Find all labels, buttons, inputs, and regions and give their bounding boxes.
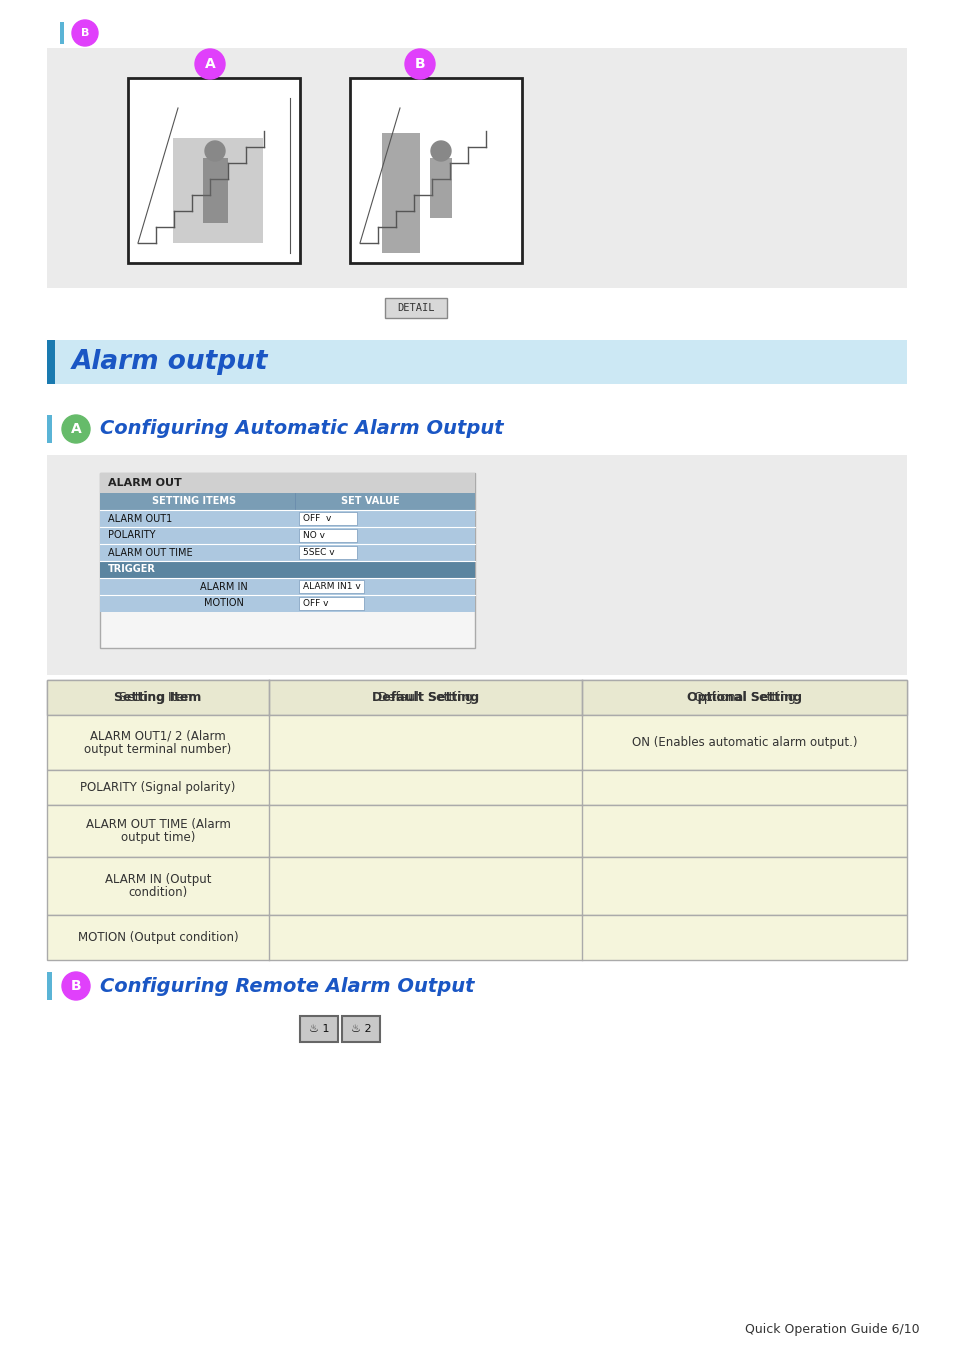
Text: Quick Operation Guide 6/10: Quick Operation Guide 6/10	[744, 1324, 919, 1336]
Text: ALARM OUT TIME: ALARM OUT TIME	[108, 547, 193, 558]
Text: ♨ 1: ♨ 1	[309, 1024, 329, 1034]
Text: Configuring Remote Alarm Output: Configuring Remote Alarm Output	[100, 977, 474, 996]
Bar	[298, 580, 364, 593]
Bar	[47, 915, 906, 961]
Bar	[299, 1016, 337, 1042]
Bar	[298, 512, 356, 526]
Text: Setting Item: Setting Item	[119, 690, 196, 704]
Bar	[100, 594, 475, 612]
Text: Alarm output: Alarm output	[71, 349, 268, 376]
Circle shape	[62, 971, 90, 1000]
Text: Optional Setting: Optional Setting	[693, 690, 795, 704]
Bar	[298, 546, 356, 559]
Bar	[47, 770, 906, 805]
Text: SETTING ITEMS: SETTING ITEMS	[152, 497, 235, 507]
Text: OFF v: OFF v	[303, 598, 328, 608]
Bar	[341, 1016, 379, 1042]
Text: ALARM IN1 v: ALARM IN1 v	[303, 582, 360, 590]
Text: A: A	[204, 57, 215, 72]
Text: 5SEC v: 5SEC v	[303, 549, 335, 557]
Text: condition): condition)	[129, 886, 188, 898]
Bar	[172, 138, 263, 243]
Bar	[100, 473, 475, 493]
Text: Optional Setting: Optional Setting	[686, 690, 801, 704]
Text: B: B	[71, 979, 81, 993]
Bar	[385, 299, 447, 317]
Text: ALARM OUT TIME (Alarm: ALARM OUT TIME (Alarm	[86, 817, 231, 831]
Text: ALARM OUT: ALARM OUT	[108, 478, 182, 488]
Text: ALARM OUT1: ALARM OUT1	[108, 513, 172, 523]
Bar	[298, 597, 364, 611]
Bar	[128, 78, 299, 263]
Text: A: A	[71, 422, 81, 436]
Text: output terminal number): output terminal number)	[84, 743, 232, 755]
Bar	[100, 561, 475, 578]
Text: Configuring Automatic Alarm Output: Configuring Automatic Alarm Output	[100, 420, 503, 439]
Circle shape	[431, 141, 451, 161]
Text: Setting Item: Setting Item	[114, 690, 201, 704]
Bar	[100, 578, 475, 594]
Bar	[100, 509, 475, 527]
Circle shape	[62, 415, 90, 443]
Bar	[100, 493, 475, 509]
Text: ALARM IN: ALARM IN	[200, 581, 248, 592]
Bar	[60, 22, 64, 45]
Text: POLARITY (Signal polarity): POLARITY (Signal polarity)	[80, 781, 235, 794]
Bar	[100, 544, 475, 561]
Bar	[298, 530, 356, 542]
Text: output time): output time)	[121, 831, 195, 844]
Text: TRIGGER: TRIGGER	[108, 565, 155, 574]
Circle shape	[194, 49, 225, 78]
Bar	[47, 715, 906, 770]
Text: ALARM OUT1/ 2 (Alarm: ALARM OUT1/ 2 (Alarm	[90, 730, 226, 743]
Bar	[47, 49, 906, 288]
Bar	[47, 805, 906, 857]
Text: B: B	[415, 57, 425, 72]
Text: B: B	[81, 28, 89, 38]
Text: POLARITY: POLARITY	[108, 531, 155, 540]
Text: Default Setting: Default Setting	[372, 690, 478, 704]
Text: Default Setting: Default Setting	[377, 690, 473, 704]
Bar	[100, 527, 475, 544]
Text: ALARM IN (Output: ALARM IN (Output	[105, 873, 211, 886]
Bar	[47, 971, 52, 1000]
Bar	[47, 455, 906, 676]
Text: MOTION (Output condition): MOTION (Output condition)	[77, 931, 238, 944]
Bar	[47, 680, 906, 715]
Text: OFF  v: OFF v	[303, 513, 331, 523]
Text: SET VALUE: SET VALUE	[340, 497, 399, 507]
Bar	[47, 857, 906, 915]
Text: ♨ 2: ♨ 2	[351, 1024, 371, 1034]
Bar	[47, 680, 906, 715]
Text: MOTION: MOTION	[204, 598, 243, 608]
Circle shape	[71, 20, 98, 46]
Bar	[430, 158, 452, 218]
Text: NO v: NO v	[303, 531, 325, 540]
Bar	[100, 473, 475, 648]
Bar	[47, 415, 52, 443]
Bar	[203, 158, 228, 223]
Bar	[350, 78, 521, 263]
Text: DETAIL: DETAIL	[396, 303, 435, 313]
Bar	[47, 340, 906, 384]
Circle shape	[405, 49, 435, 78]
Text: ON (Enables automatic alarm output.): ON (Enables automatic alarm output.)	[631, 736, 857, 748]
Circle shape	[205, 141, 225, 161]
Bar	[47, 340, 55, 384]
Bar	[381, 132, 419, 253]
